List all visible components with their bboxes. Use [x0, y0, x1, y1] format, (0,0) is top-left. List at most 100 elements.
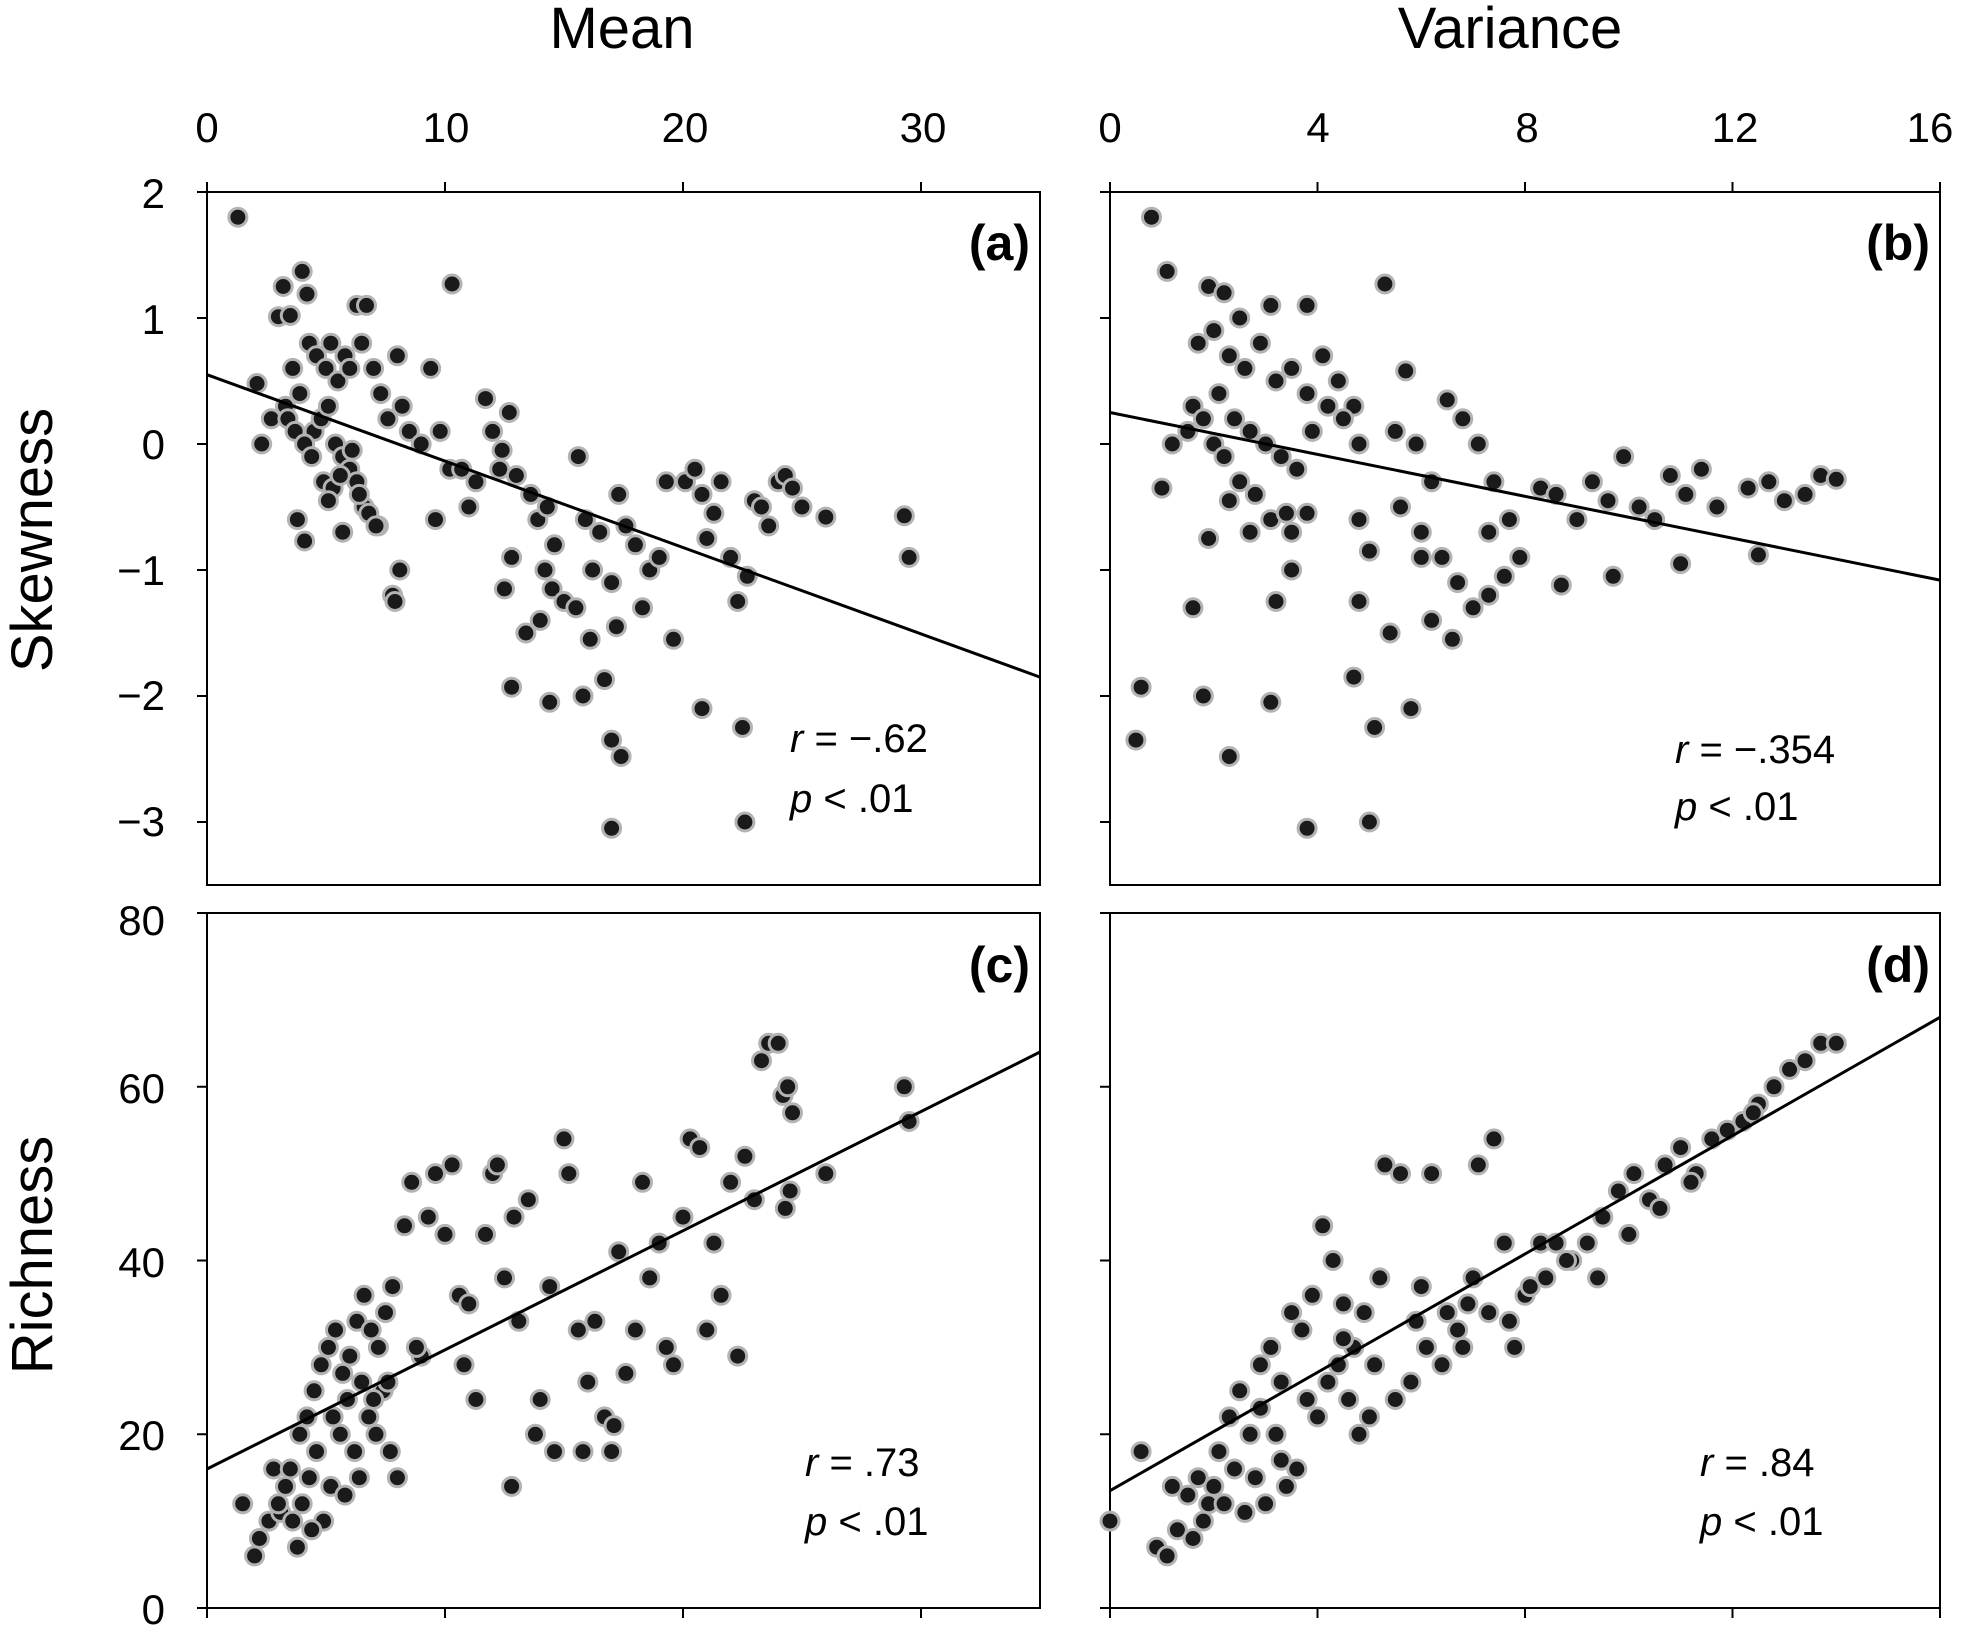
data-point: [1224, 1458, 1245, 1480]
row-label-richness: Richness: [0, 1136, 65, 1375]
data-point: [541, 578, 563, 600]
data-point: [251, 433, 273, 455]
data-point: [391, 395, 413, 417]
data-point: [1410, 1276, 1432, 1298]
data-point: [655, 471, 677, 493]
data-point: [1794, 1050, 1816, 1072]
data-point: [663, 628, 684, 650]
data-point: [1317, 1371, 1339, 1393]
y-tick-label: 2: [142, 170, 165, 217]
data-point: [1602, 565, 1624, 587]
panel-frame: [206, 912, 1041, 1609]
data-point: [601, 1441, 623, 1463]
data-point: [367, 1336, 389, 1358]
data-point: [1312, 1215, 1334, 1237]
column-title-variance: Variance: [1398, 0, 1623, 61]
data-point: [1156, 1545, 1178, 1567]
data-point: [1670, 553, 1692, 575]
data-point: [534, 559, 556, 581]
data-point: [751, 496, 772, 518]
data-point: [815, 1163, 837, 1185]
panel-d: (d) r = .84 p < .01: [1099, 912, 1941, 1618]
y-tick-label: 0: [142, 421, 165, 468]
data-point: [1498, 1310, 1520, 1332]
data-point: [420, 357, 442, 379]
data-point: [329, 465, 351, 486]
data-point: [289, 383, 311, 405]
data-point: [365, 1423, 387, 1445]
data-point: [893, 1076, 915, 1098]
stat-r-value: = .84: [1724, 1441, 1814, 1485]
panel-letter: (b): [1866, 215, 1930, 271]
data-point: [1348, 1423, 1370, 1445]
data-point: [1467, 1154, 1489, 1176]
data-point: [1478, 1302, 1500, 1324]
data-point: [572, 1441, 594, 1463]
data-point: [475, 388, 496, 410]
data-point: [1166, 1519, 1188, 1541]
y-tick-label: 1: [142, 296, 165, 343]
data-point: [1379, 622, 1401, 644]
data-point: [348, 1467, 370, 1489]
data-point: [815, 506, 837, 528]
data-point: [1364, 1354, 1386, 1376]
data-point: [377, 408, 399, 430]
data-point: [1390, 496, 1411, 518]
y-tick-label: −3: [117, 798, 165, 845]
data-point: [458, 1293, 480, 1315]
data-point: [1307, 1406, 1328, 1428]
y-tick-label: 0: [142, 1586, 165, 1629]
data-point: [425, 509, 446, 531]
data-point: [1208, 1441, 1230, 1463]
panel-frame: [206, 191, 1041, 886]
data-point: [1239, 420, 1261, 442]
data-point: [1644, 509, 1666, 531]
data-point: [248, 1528, 270, 1549]
data-point: [491, 439, 513, 461]
data-point: [1623, 1163, 1645, 1185]
data-point: [1213, 282, 1235, 304]
data-point: [696, 528, 718, 549]
scatter-points: [227, 206, 920, 839]
data-point: [401, 1171, 423, 1193]
data-point: [1421, 1163, 1443, 1185]
data-point: [1099, 1510, 1121, 1532]
data-point: [1680, 1171, 1702, 1193]
data-point: [1649, 1197, 1671, 1219]
data-point: [425, 1163, 446, 1185]
stat-p-value: < .01: [1733, 1500, 1823, 1544]
data-point: [1130, 1441, 1152, 1463]
data-point: [1493, 565, 1515, 587]
panel-letter: (d): [1866, 937, 1930, 993]
data-point: [1587, 1267, 1609, 1289]
data-point: [1447, 572, 1469, 594]
data-point: [1400, 698, 1422, 720]
data-point: [458, 496, 480, 518]
data-point: [1203, 1475, 1225, 1497]
row-label-skewness: Skewness: [0, 408, 65, 672]
data-point: [1332, 408, 1354, 430]
data-point: [360, 1319, 382, 1341]
data-point: [577, 1371, 599, 1393]
data-point: [696, 1319, 718, 1341]
data-point: [758, 515, 780, 537]
data-point: [1244, 483, 1266, 505]
data-point: [1358, 811, 1380, 833]
y-tick-label: 80: [118, 897, 165, 944]
data-point: [356, 294, 377, 316]
data-point: [1410, 521, 1432, 543]
data-point: [344, 1441, 366, 1463]
data-point: [1192, 685, 1214, 707]
data-point: [1737, 477, 1759, 499]
data-point: [1275, 502, 1297, 524]
data-point: [565, 597, 587, 619]
data-point: [1296, 294, 1318, 316]
data-point: [379, 1441, 401, 1463]
data-point: [1498, 509, 1520, 531]
data-point: [398, 420, 420, 442]
data-point: [624, 534, 646, 556]
data-point: [291, 260, 313, 282]
x-tick-label: 20: [662, 104, 709, 151]
data-point: [720, 1171, 742, 1193]
data-point: [303, 1380, 325, 1402]
